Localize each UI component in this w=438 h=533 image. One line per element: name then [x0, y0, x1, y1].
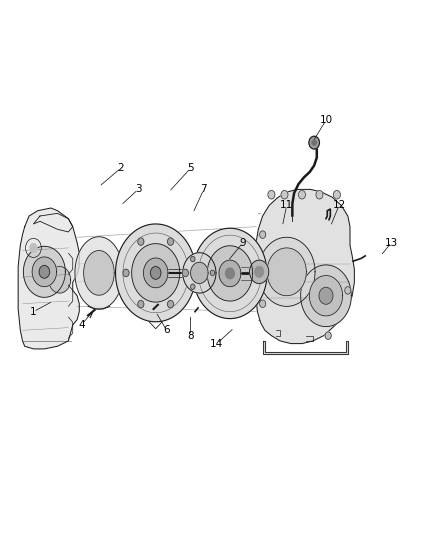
Text: 5: 5: [187, 163, 194, 173]
Circle shape: [123, 269, 129, 277]
Circle shape: [138, 238, 144, 245]
Polygon shape: [267, 248, 306, 296]
Circle shape: [333, 190, 340, 199]
Polygon shape: [300, 265, 351, 327]
Circle shape: [281, 190, 288, 199]
Text: 2: 2: [117, 163, 124, 173]
Polygon shape: [207, 246, 253, 301]
Polygon shape: [258, 237, 315, 306]
Text: 7: 7: [201, 184, 207, 195]
Circle shape: [309, 136, 319, 149]
Polygon shape: [116, 224, 196, 322]
Circle shape: [312, 140, 316, 146]
Text: 8: 8: [187, 330, 194, 341]
Circle shape: [138, 301, 144, 308]
Polygon shape: [18, 208, 79, 349]
Circle shape: [255, 266, 264, 277]
Polygon shape: [193, 228, 267, 319]
Polygon shape: [309, 276, 343, 316]
Polygon shape: [144, 258, 168, 288]
Polygon shape: [23, 246, 65, 297]
Text: 10: 10: [319, 115, 332, 125]
Circle shape: [39, 265, 49, 278]
Polygon shape: [219, 260, 241, 287]
Circle shape: [167, 301, 173, 308]
Circle shape: [226, 268, 234, 279]
Text: 13: 13: [385, 238, 398, 247]
Text: 14: 14: [210, 338, 223, 349]
Circle shape: [260, 231, 266, 238]
Polygon shape: [256, 189, 354, 344]
Polygon shape: [32, 257, 57, 287]
Text: 12: 12: [332, 200, 346, 211]
Circle shape: [191, 256, 195, 262]
Polygon shape: [263, 341, 348, 354]
Text: 6: 6: [163, 325, 170, 335]
Polygon shape: [191, 262, 208, 284]
Circle shape: [150, 266, 161, 279]
Text: 3: 3: [135, 184, 141, 195]
Circle shape: [167, 238, 173, 245]
Circle shape: [325, 332, 331, 340]
Polygon shape: [132, 244, 180, 302]
Polygon shape: [49, 266, 71, 293]
Text: 4: 4: [78, 320, 85, 330]
Text: 11: 11: [280, 200, 293, 211]
Circle shape: [210, 270, 215, 276]
Circle shape: [316, 190, 323, 199]
Circle shape: [182, 269, 188, 277]
Text: 9: 9: [240, 238, 246, 247]
Text: 1: 1: [30, 306, 37, 317]
Circle shape: [30, 244, 37, 252]
Polygon shape: [84, 251, 114, 295]
Circle shape: [191, 284, 195, 289]
Polygon shape: [75, 237, 123, 309]
Polygon shape: [183, 253, 216, 293]
Circle shape: [250, 260, 269, 284]
Circle shape: [298, 190, 305, 199]
Circle shape: [319, 287, 333, 304]
Circle shape: [260, 300, 266, 308]
Circle shape: [345, 287, 351, 294]
Circle shape: [268, 190, 275, 199]
